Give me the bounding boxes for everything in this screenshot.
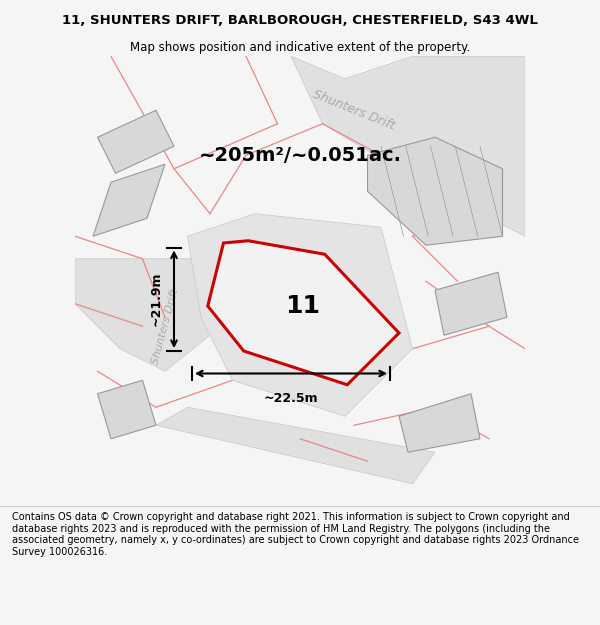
Polygon shape xyxy=(187,214,413,416)
Text: 11, SHUNTERS DRIFT, BARLBOROUGH, CHESTERFIELD, S43 4WL: 11, SHUNTERS DRIFT, BARLBOROUGH, CHESTER… xyxy=(62,14,538,27)
Polygon shape xyxy=(93,164,165,236)
Polygon shape xyxy=(367,138,503,245)
Text: Shunters Drift: Shunters Drift xyxy=(311,88,397,132)
Polygon shape xyxy=(156,408,435,484)
Text: ~22.5m: ~22.5m xyxy=(263,391,319,404)
Polygon shape xyxy=(291,56,525,236)
Text: 11: 11 xyxy=(286,294,320,318)
Polygon shape xyxy=(435,272,507,335)
Text: ~21.9m: ~21.9m xyxy=(150,272,163,326)
Text: ~205m²/~0.051ac.: ~205m²/~0.051ac. xyxy=(199,146,401,165)
Polygon shape xyxy=(399,394,480,452)
Polygon shape xyxy=(75,259,219,371)
Polygon shape xyxy=(97,380,156,439)
Polygon shape xyxy=(208,241,399,385)
Text: Contains OS data © Crown copyright and database right 2021. This information is : Contains OS data © Crown copyright and d… xyxy=(12,512,579,557)
Text: Shunters Drift: Shunters Drift xyxy=(150,288,180,365)
Text: Map shows position and indicative extent of the property.: Map shows position and indicative extent… xyxy=(130,41,470,54)
Polygon shape xyxy=(97,110,174,173)
